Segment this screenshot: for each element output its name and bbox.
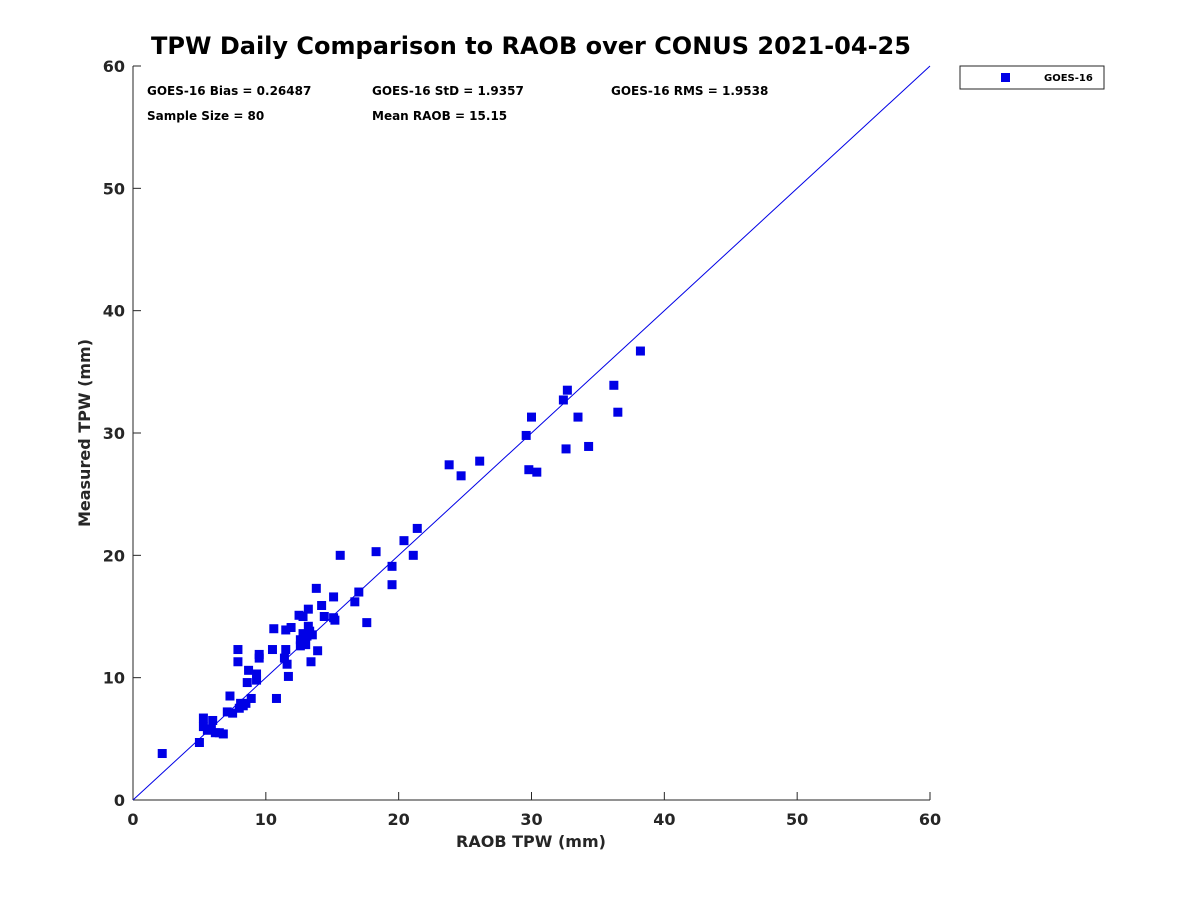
data-point — [319, 612, 329, 621]
data-point — [233, 645, 243, 655]
data-point — [157, 749, 167, 759]
data-point — [521, 430, 531, 440]
data-point — [444, 460, 454, 470]
data-point — [241, 698, 251, 708]
data-point — [613, 407, 623, 417]
data-point — [354, 587, 364, 597]
data-point — [329, 592, 339, 602]
legend-box — [959, 65, 1105, 90]
x-tick-label: 30 — [520, 810, 542, 829]
data-point — [371, 547, 381, 557]
stat-bias: GOES-16 Bias = 0.26487 — [147, 84, 311, 98]
x-tick-label: 50 — [786, 810, 808, 829]
y-tick-label: 30 — [103, 424, 125, 443]
stat-std: GOES-16 StD = 1.9357 — [372, 84, 524, 98]
legend-marker-square-icon — [1001, 73, 1010, 82]
data-point — [269, 624, 279, 634]
stat-rms: GOES-16 RMS = 1.9538 — [611, 84, 768, 98]
data-point — [254, 653, 264, 663]
x-tick-label: 60 — [919, 810, 941, 829]
data-point — [313, 646, 323, 656]
data-point — [298, 612, 308, 621]
data-point — [408, 550, 418, 560]
data-point — [307, 630, 317, 640]
data-point — [271, 693, 281, 703]
legend: GOES-16 — [959, 65, 1105, 90]
data-point — [412, 523, 422, 533]
data-point — [279, 653, 289, 663]
data-point — [208, 715, 218, 725]
data-point — [584, 441, 594, 451]
data-point — [252, 675, 262, 685]
x-axis-ticks: 0 10 20 30 40 50 60 — [127, 792, 941, 829]
data-point — [198, 713, 208, 723]
data-point — [194, 738, 204, 748]
y-tick-label: 20 — [103, 546, 125, 565]
data-point — [233, 657, 243, 667]
data-point — [532, 467, 542, 477]
data-points-goes-16 — [157, 346, 645, 759]
data-point — [335, 550, 345, 560]
data-point — [281, 625, 291, 635]
data-point — [350, 597, 360, 607]
data-point — [225, 691, 235, 701]
y-tick-label: 40 — [103, 302, 125, 321]
data-point — [399, 536, 409, 546]
data-point — [281, 645, 291, 655]
data-point — [330, 615, 340, 625]
data-point — [303, 604, 313, 614]
data-point — [524, 465, 534, 475]
y-tick-label: 10 — [103, 669, 125, 688]
data-point — [609, 380, 619, 390]
x-tick-label: 0 — [127, 810, 138, 829]
data-point — [362, 618, 372, 628]
data-point — [267, 645, 277, 655]
data-point — [306, 657, 316, 667]
data-point — [317, 600, 327, 610]
one-to-one-reference-line — [132, 65, 931, 801]
y-tick-label: 0 — [114, 791, 125, 810]
data-point — [283, 671, 293, 681]
stat-mean-raob: Mean RAOB = 15.15 — [372, 109, 507, 123]
data-point — [303, 621, 313, 631]
data-point — [286, 623, 296, 633]
data-point — [558, 395, 568, 405]
chart-title: TPW Daily Comparison to RAOB over CONUS … — [151, 32, 911, 60]
y-axis-ticks: 0 10 20 30 40 50 60 — [103, 57, 141, 810]
data-point — [302, 631, 312, 641]
x-axis-label: RAOB TPW (mm) — [456, 832, 606, 851]
stat-sample-size: Sample Size = 80 — [147, 109, 264, 123]
data-point — [561, 444, 571, 454]
data-point — [387, 580, 397, 590]
y-axis-label: Measured TPW (mm) — [75, 339, 94, 527]
data-point — [282, 659, 292, 669]
data-point — [218, 729, 228, 739]
data-point — [246, 693, 256, 703]
data-point — [387, 561, 397, 571]
x-tick-label: 20 — [388, 810, 410, 829]
data-point — [573, 412, 583, 422]
data-point — [562, 385, 572, 395]
data-point — [242, 678, 252, 688]
data-point — [228, 708, 238, 718]
data-point — [475, 456, 485, 466]
x-tick-label: 40 — [653, 810, 675, 829]
data-point — [456, 471, 466, 481]
data-point — [222, 707, 232, 717]
y-tick-label: 60 — [103, 57, 125, 76]
data-point — [244, 665, 254, 675]
data-point — [301, 640, 311, 650]
data-point — [252, 669, 262, 679]
x-tick-label: 10 — [255, 810, 277, 829]
data-point — [311, 583, 321, 593]
data-point — [527, 412, 536, 422]
y-tick-label: 50 — [103, 179, 125, 198]
data-point — [635, 346, 645, 356]
legend-label-goes-16: GOES-16 — [1044, 73, 1093, 84]
